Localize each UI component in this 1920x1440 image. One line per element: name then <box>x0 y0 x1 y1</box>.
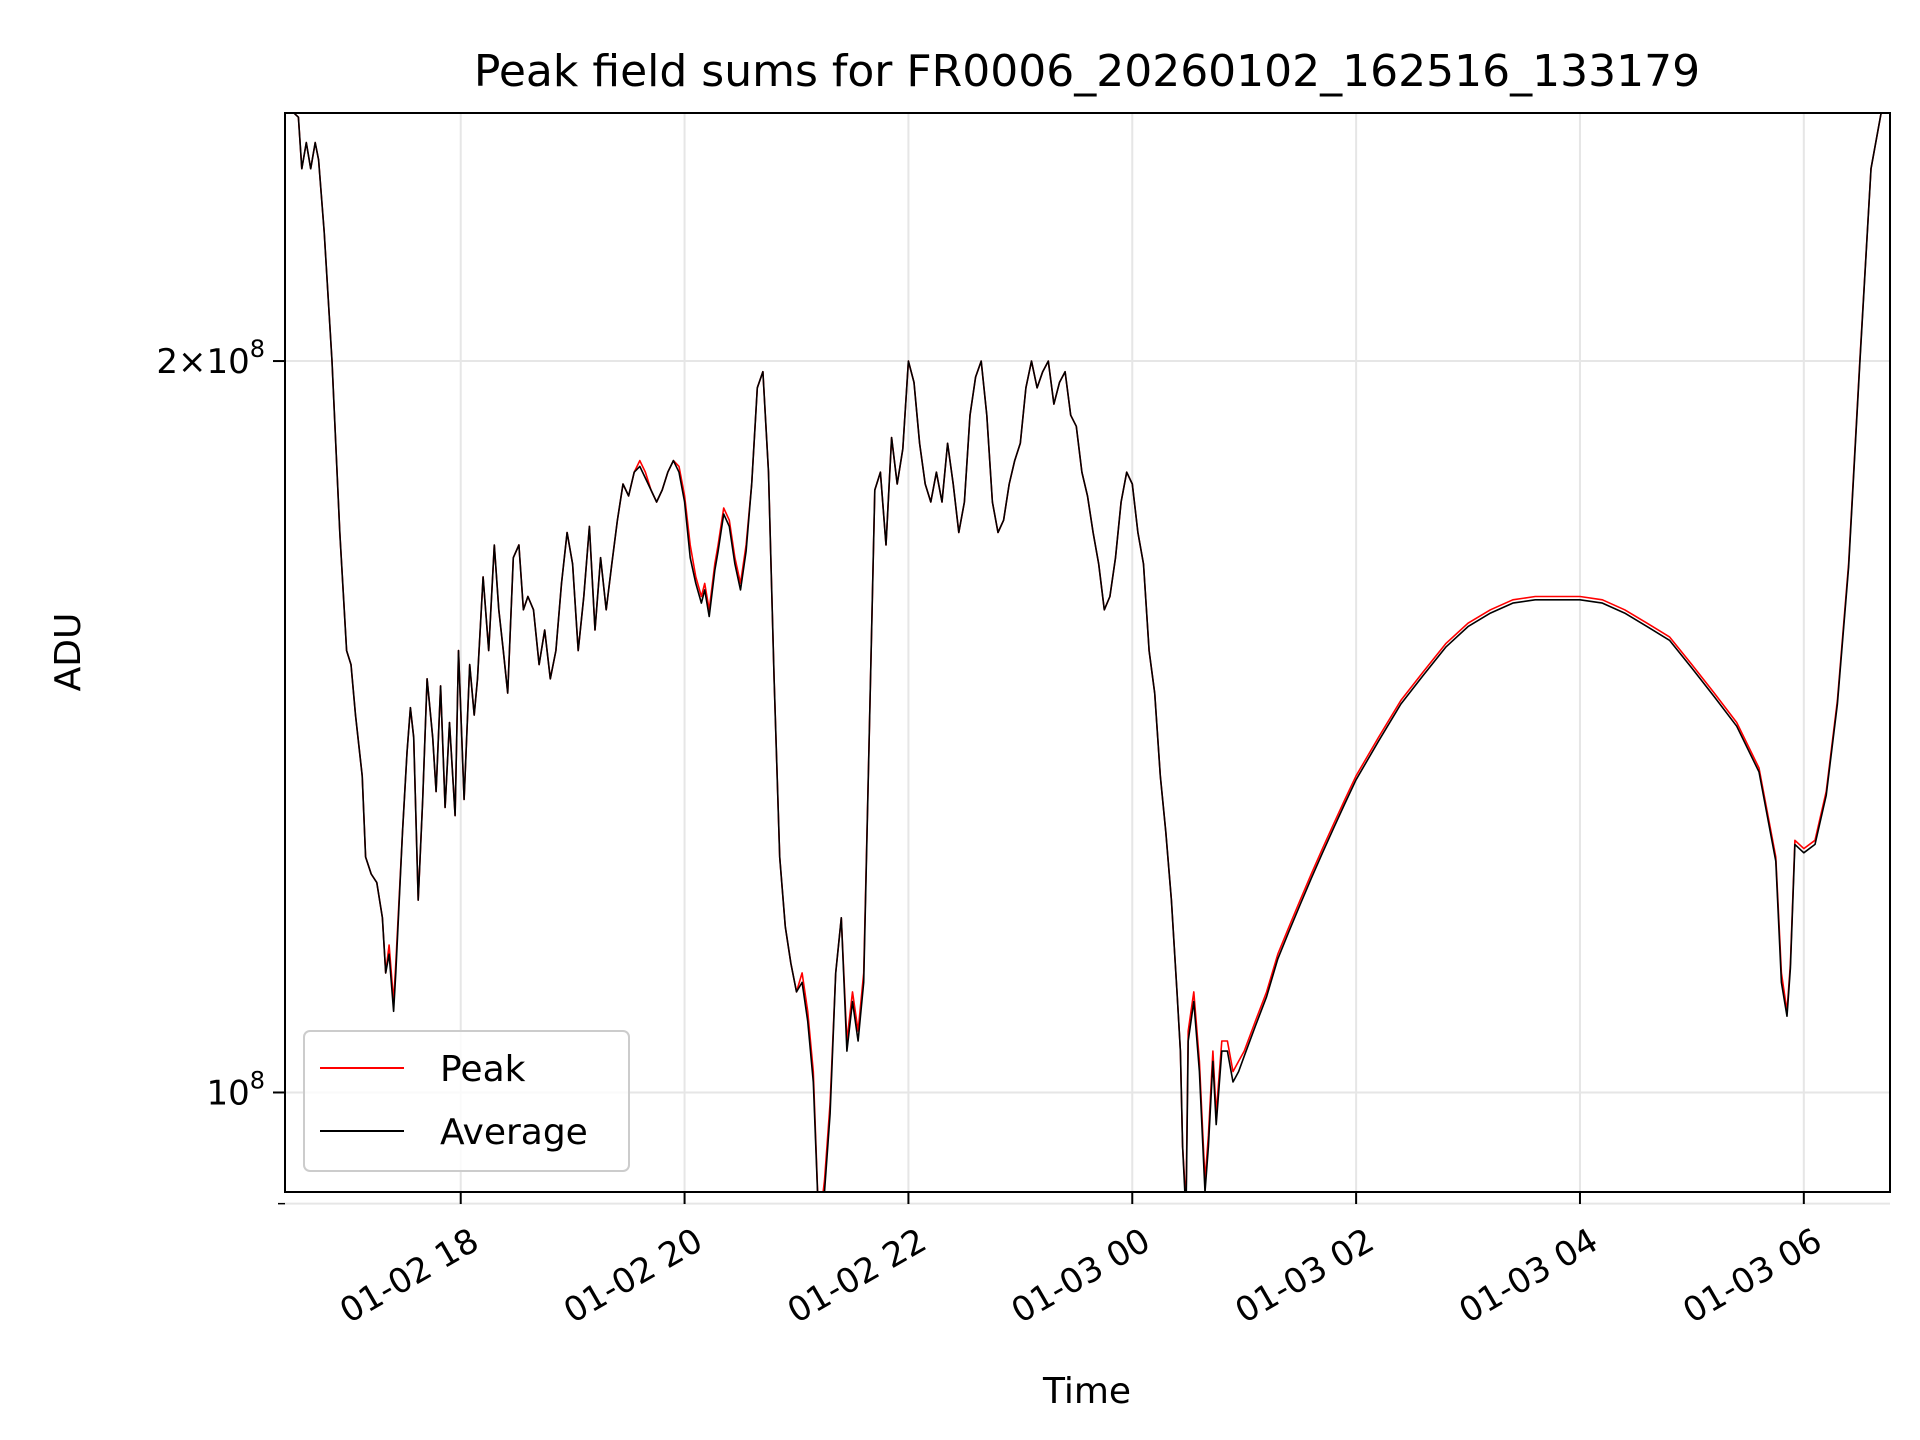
legend-box <box>303 1030 630 1172</box>
y-axis-ticks: 2×108 108 <box>156 335 285 1205</box>
y-tick-label: 2×108 <box>156 335 265 382</box>
grid <box>285 113 1890 1205</box>
series-line-average <box>292 113 1882 1192</box>
y-axis-label: ADU <box>48 613 89 692</box>
legend-label-average: Average <box>440 1112 588 1153</box>
legend-label-peak: Peak <box>440 1049 526 1090</box>
chart-title: Peak field sums for FR0006_20260102_1625… <box>474 46 1700 97</box>
legend: Peak Average <box>303 1030 630 1172</box>
plot-frame <box>284 112 1891 1193</box>
series-layer <box>292 113 1882 1192</box>
y-tick-label: 108 <box>206 1066 265 1113</box>
x-axis-label: Time <box>1042 1371 1131 1412</box>
